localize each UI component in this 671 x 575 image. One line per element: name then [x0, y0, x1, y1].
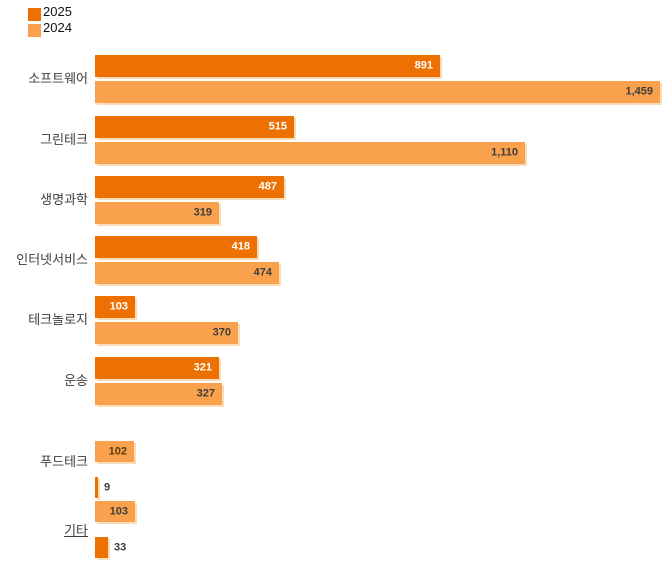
category-group: 기타 103 33	[0, 501, 671, 558]
legend-label-2025: 2025	[43, 4, 72, 19]
bar-value-label: 487	[258, 180, 277, 193]
bar-value-label: 891	[414, 59, 433, 72]
category-group: 인터넷서비스 418 474	[0, 236, 671, 284]
bar-value-label: 103	[109, 505, 128, 517]
bar-2024: 103	[95, 501, 135, 522]
category-group: 운송 321 327	[0, 357, 671, 405]
category-label: 푸드테크	[40, 454, 88, 469]
category-label: 운송	[64, 373, 88, 388]
category-label: 테크놀로지	[28, 312, 88, 327]
bar-value-label: 9	[104, 481, 111, 493]
bar-value-label: 33	[114, 541, 127, 553]
category-group: 그린테크 515 1,110	[0, 116, 671, 164]
category-label: 그린테크	[40, 132, 88, 147]
bar-value-label: 321	[193, 361, 212, 374]
category-label: 인터넷서비스	[16, 252, 88, 267]
category-label: 기타	[64, 523, 88, 538]
bar-2025: 891	[95, 55, 440, 77]
bar-2024: 319	[95, 202, 219, 224]
bar-value-label: 1,459	[625, 85, 653, 98]
bar-2024: 474	[95, 262, 279, 284]
bar-2025: 33	[95, 537, 126, 558]
bar-2025: 418	[95, 236, 257, 258]
category-group: 소프트웨어 891 1,459	[0, 55, 671, 103]
legend-swatch-2024	[28, 24, 41, 37]
category-label: 소프트웨어	[28, 71, 88, 86]
category-label: 생명과학	[40, 192, 88, 207]
bar-2024: 1,110	[95, 142, 525, 164]
bar-value-label: 370	[212, 326, 231, 339]
category-group: 푸드테크 102 9	[0, 441, 671, 498]
bar-2024: 102	[95, 441, 134, 462]
category-group: 생명과학 487 319	[0, 176, 671, 224]
bar-2025: 103	[95, 296, 135, 318]
legend-swatch-2025	[28, 8, 41, 21]
bar-value-label: 1,110	[491, 146, 518, 159]
bar-2024: 327	[95, 383, 222, 405]
legend-label-2024: 2024	[43, 20, 72, 35]
bar-2025: 515	[95, 116, 294, 138]
category-group: 테크놀로지 103 370	[0, 296, 671, 344]
bar-2025: 487	[95, 176, 284, 198]
bar-2024: 370	[95, 322, 238, 344]
bar-2025: 9	[95, 477, 110, 498]
bar-value-label: 418	[231, 240, 250, 253]
bar-2024: 1,459	[95, 81, 660, 103]
bar-value-label: 515	[268, 120, 287, 133]
bar-value-label: 327	[196, 387, 215, 400]
bar-value-label: 102	[108, 445, 127, 457]
bar-value-label: 319	[193, 206, 212, 219]
bar-value-label: 103	[109, 300, 128, 313]
bar-2025: 321	[95, 357, 219, 379]
bar-value-label: 474	[253, 266, 272, 279]
